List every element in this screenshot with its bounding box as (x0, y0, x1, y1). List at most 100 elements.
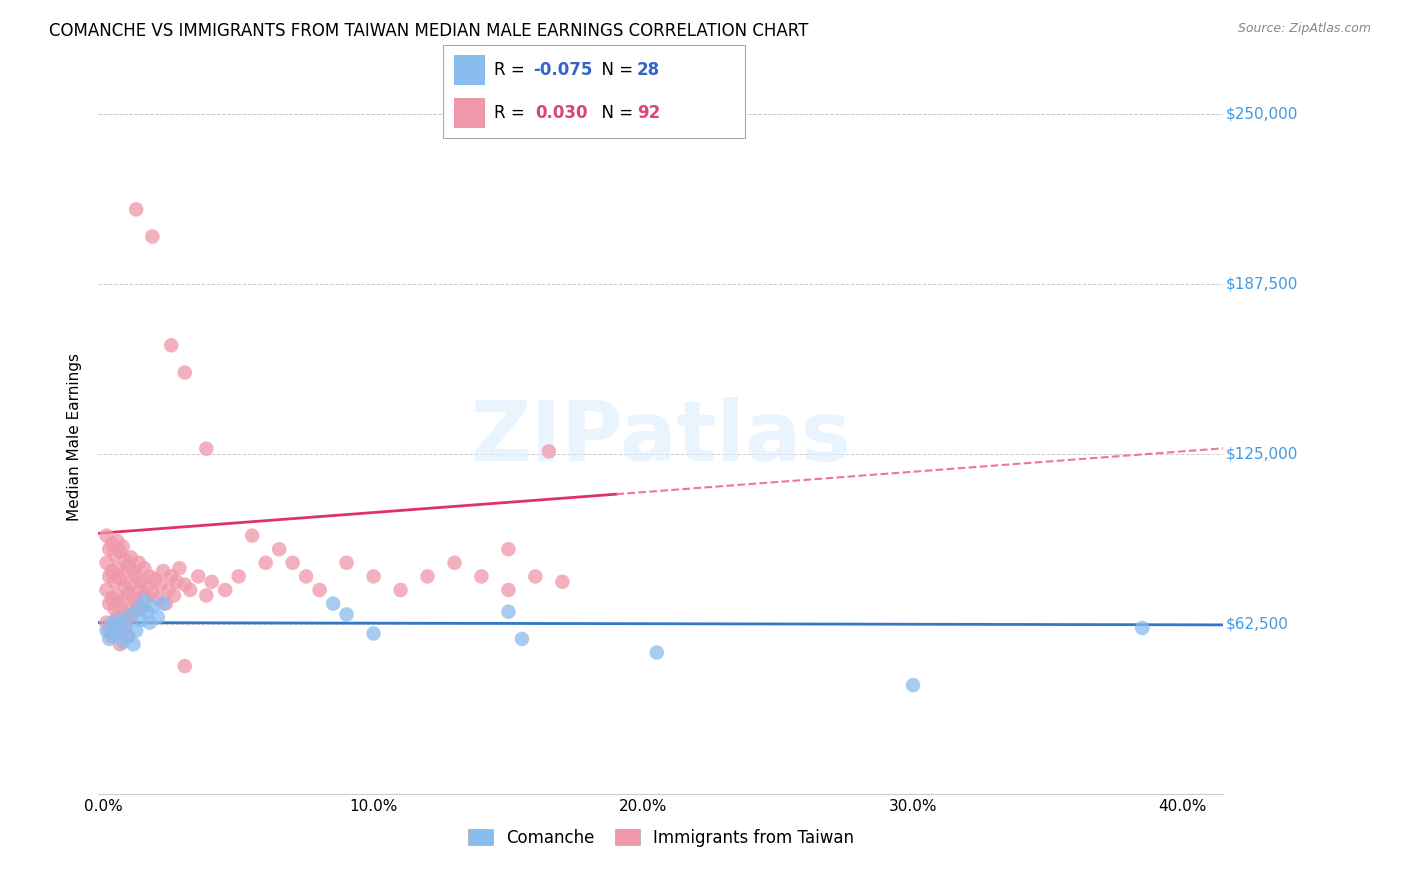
Text: $187,500: $187,500 (1226, 277, 1298, 292)
Point (228, 569, 250, 583)
Point (128, 582, 150, 597)
Point (416, 569, 439, 583)
Point (96, 582, 118, 597)
Point (134, 589, 156, 603)
Point (104, 626, 127, 640)
Point (1130, 621, 1153, 635)
Point (131, 574, 153, 589)
Point (105, 610, 128, 624)
Point (443, 556, 465, 570)
Text: R =: R = (494, 61, 530, 78)
Point (125, 624, 148, 638)
Point (143, 572, 166, 586)
Point (389, 582, 412, 597)
Point (295, 569, 318, 583)
Point (149, 577, 172, 591)
Point (104, 618, 127, 632)
Point (96, 556, 118, 570)
Point (108, 545, 131, 559)
Point (173, 577, 195, 591)
Text: $250,000: $250,000 (1226, 107, 1298, 122)
Point (108, 572, 131, 586)
Point (108, 637, 131, 651)
Point (111, 566, 134, 581)
Point (98, 597, 121, 611)
Point (152, 564, 174, 578)
Point (104, 548, 127, 562)
Point (363, 569, 385, 583)
Point (155, 597, 177, 611)
Point (173, 366, 195, 380)
Point (111, 540, 134, 554)
Point (114, 553, 136, 567)
Point (105, 621, 128, 635)
Point (169, 561, 191, 575)
Point (322, 597, 344, 611)
Point (498, 605, 520, 619)
Point (498, 542, 520, 557)
Point (179, 582, 201, 597)
Point (201, 574, 224, 589)
Point (240, 528, 263, 542)
Point (136, 580, 159, 594)
Point (141, 585, 163, 599)
Point (117, 629, 139, 643)
Point (105, 561, 128, 575)
Point (335, 607, 357, 622)
Point (105, 589, 128, 603)
Point (160, 569, 183, 583)
Text: 92: 92 (637, 104, 661, 122)
Point (101, 537, 124, 551)
Point (138, 615, 160, 630)
Point (269, 542, 291, 557)
Point (141, 229, 163, 244)
Text: $125,000: $125,000 (1226, 447, 1298, 461)
Point (98, 632, 121, 646)
Point (128, 556, 150, 570)
Point (114, 615, 136, 630)
Point (111, 624, 134, 638)
Point (551, 574, 574, 589)
Point (281, 556, 304, 570)
Text: -0.075: -0.075 (533, 61, 592, 78)
Point (524, 569, 547, 583)
Point (111, 594, 134, 608)
Point (498, 582, 520, 597)
Point (96, 624, 118, 638)
Point (214, 582, 236, 597)
Point (254, 556, 277, 570)
Point (134, 561, 156, 575)
Point (537, 444, 560, 458)
Point (131, 602, 153, 616)
Point (125, 202, 148, 217)
Point (108, 599, 131, 614)
Point (187, 569, 209, 583)
Text: R =: R = (494, 104, 534, 122)
Point (195, 589, 218, 603)
Text: N =: N = (591, 61, 638, 78)
Point (363, 626, 385, 640)
Point (105, 534, 128, 549)
Point (136, 605, 159, 619)
Point (98, 624, 121, 638)
Point (117, 629, 139, 643)
Point (122, 637, 145, 651)
Point (98, 542, 121, 557)
Point (125, 569, 148, 583)
Point (308, 582, 330, 597)
Point (138, 569, 160, 583)
Point (146, 591, 169, 606)
Point (114, 580, 136, 594)
Point (117, 585, 139, 599)
Point (120, 607, 142, 622)
Point (114, 607, 136, 622)
Point (125, 597, 148, 611)
Point (146, 610, 169, 624)
Point (470, 569, 492, 583)
Point (108, 613, 131, 627)
Point (163, 589, 186, 603)
Text: 28: 28 (637, 61, 659, 78)
Point (96, 615, 118, 630)
Text: $62,500: $62,500 (1226, 616, 1288, 632)
Point (195, 442, 218, 456)
